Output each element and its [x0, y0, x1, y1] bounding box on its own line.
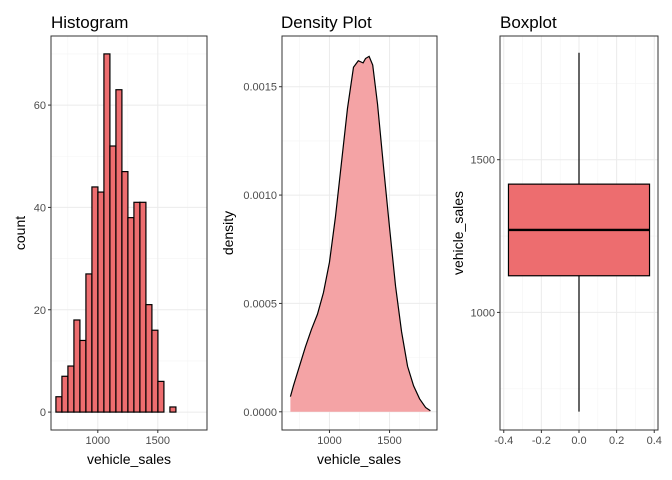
histogram-title: Histogram	[51, 13, 128, 32]
x-tick-label: 1500	[377, 435, 401, 447]
histogram-bar	[139, 201, 147, 413]
density-panel-border	[281, 35, 438, 431]
y-tick-label: 20	[34, 305, 46, 317]
density-title: Density Plot	[281, 13, 372, 32]
histogram-panel-border	[50, 35, 208, 431]
density-curve	[289, 55, 431, 412]
histogram-bar	[109, 145, 117, 413]
histogram-bar	[97, 191, 105, 413]
boxplot-title: Boxplot	[500, 13, 557, 32]
histogram-bar	[157, 380, 165, 413]
y-tick-label: 40	[34, 202, 46, 214]
histogram-bar	[145, 304, 153, 413]
histogram-bar	[169, 406, 177, 413]
density-x-axis-label: vehicle_sales	[317, 451, 401, 467]
histogram-bar	[73, 319, 81, 413]
x-tick-label: -0.2	[532, 435, 551, 447]
histogram-bar	[151, 329, 159, 413]
y-tick-label: 1000	[471, 307, 495, 319]
histogram-bar	[55, 396, 63, 413]
histogram-bar	[67, 365, 75, 413]
histogram-bar	[103, 53, 111, 413]
y-tick-label: 0.0010	[243, 190, 277, 202]
histogram-bar	[91, 186, 99, 413]
x-tick-label: 1000	[86, 435, 110, 447]
x-tick-label: 1000	[317, 435, 341, 447]
histogram-bar	[79, 339, 87, 413]
density-y-axis-label: density	[220, 211, 236, 255]
x-tick-label: 0.4	[647, 435, 662, 447]
histogram-bar	[85, 273, 93, 413]
y-tick-label: 0.0000	[243, 407, 277, 419]
histogram-bar	[127, 217, 135, 413]
histogram-bar	[61, 375, 69, 413]
y-tick-label: 0.0005	[243, 298, 277, 310]
histogram-bar	[115, 89, 123, 413]
x-tick-label: 0.2	[609, 435, 624, 447]
y-tick-label: 0	[40, 407, 46, 419]
x-tick-label: -0.4	[494, 435, 513, 447]
y-tick-label: 1500	[471, 155, 495, 167]
y-tick-label: 0.0015	[243, 82, 277, 94]
x-tick-label: 1500	[146, 435, 170, 447]
histogram-y-axis-label: count	[12, 216, 28, 250]
y-tick-label: 60	[34, 100, 46, 112]
histogram-x-axis-label: vehicle_sales	[87, 451, 171, 467]
boxplot-y-axis-label: vehicle_sales	[450, 191, 466, 275]
density-area	[290, 56, 431, 412]
x-tick-label: 0.0	[571, 435, 586, 447]
boxplot-panel: Boxplot -0.4 -0.2 0.0 0.2 0.4 1000 1500 vehicl…	[450, 13, 662, 447]
histogram-bar	[133, 201, 141, 413]
density-panel: Density Plot 1000 1500 0.0000 0.0005 0.0010 0…	[220, 13, 438, 467]
histogram-bar	[121, 170, 129, 413]
